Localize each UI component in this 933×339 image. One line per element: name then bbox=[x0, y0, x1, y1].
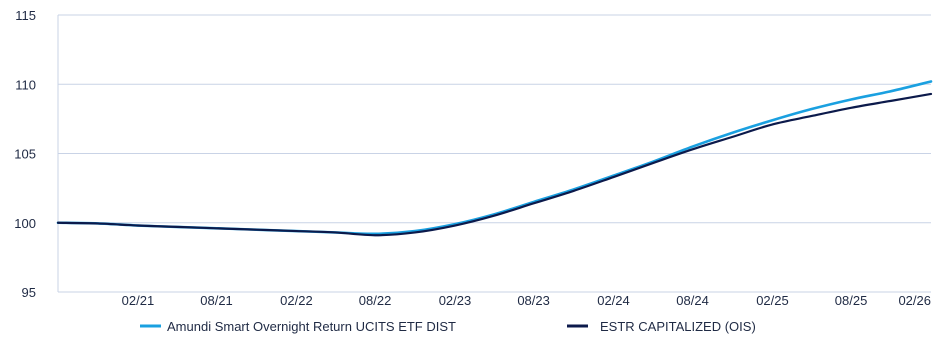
x-tick-label: 02/25 bbox=[756, 293, 789, 308]
y-tick-label: 115 bbox=[15, 8, 36, 23]
y-tick-label: 95 bbox=[22, 285, 36, 300]
y-tick-label: 105 bbox=[14, 147, 36, 162]
x-tick-label: 08/24 bbox=[676, 293, 709, 308]
y-tick-label: 110 bbox=[15, 77, 36, 92]
legend: Amundi Smart Overnight Return UCITS ETF … bbox=[140, 319, 756, 334]
x-tick-label: 08/23 bbox=[517, 293, 550, 308]
x-tick-label: 02/22 bbox=[280, 293, 313, 308]
legend-label-1: Amundi Smart Overnight Return UCITS ETF … bbox=[167, 319, 456, 334]
series-line-2 bbox=[56, 92, 933, 237]
x-tick-label: 08/22 bbox=[359, 293, 392, 308]
x-tick-label: 02/24 bbox=[597, 293, 630, 308]
x-tick-label: 02/23 bbox=[439, 293, 472, 308]
series-line-1 bbox=[56, 80, 933, 236]
axis-layer: 95 100 105 110 115 02/21 08/21 02/22 08/22 02/23 0… bbox=[14, 8, 931, 308]
series-layer bbox=[56, 80, 933, 237]
x-tick-label: 02/21 bbox=[122, 293, 155, 308]
grid-layer bbox=[58, 14, 931, 293]
x-tick-label: 08/25 bbox=[835, 293, 868, 308]
y-tick-label: 100 bbox=[14, 216, 36, 231]
x-tick-label: 08/21 bbox=[200, 293, 233, 308]
legend-label-2: ESTR CAPITALIZED (OIS) bbox=[600, 319, 756, 334]
x-tick-label: 02/26 bbox=[898, 293, 931, 308]
